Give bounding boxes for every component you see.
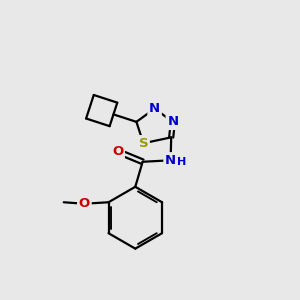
Text: N: N (167, 116, 178, 128)
Text: N: N (165, 154, 176, 167)
Text: O: O (112, 145, 123, 158)
Text: N: N (149, 102, 160, 115)
Text: H: H (177, 157, 187, 167)
Text: S: S (139, 137, 148, 150)
Text: O: O (79, 197, 90, 210)
